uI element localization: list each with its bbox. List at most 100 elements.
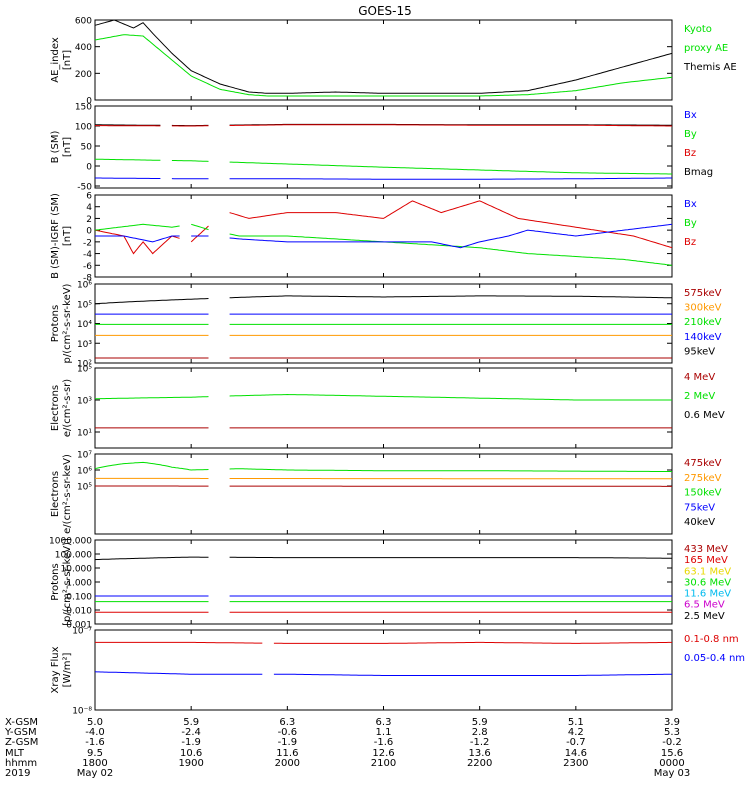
legend-label: Themis AE <box>683 62 737 73</box>
legend-label: 210keV <box>684 317 722 328</box>
series-line-by <box>95 159 672 174</box>
y-label-units-ae: [nT] <box>62 50 73 70</box>
y-label-units-elec1: e/(cm²-s-sr) <box>62 379 73 437</box>
y-tick-label-ae: 600 <box>75 17 92 27</box>
x-axis-value: 1900 <box>178 758 203 769</box>
series-line-0-1-0-8-nm <box>95 642 672 643</box>
legend-label: 63.1 MeV <box>684 566 731 577</box>
y-label-units-prot2: [p/(cm²-s-sr-keV)] <box>62 538 73 626</box>
y-tick-label-elec2: 10⁵ <box>77 483 92 493</box>
x-axis-value: -0.7 <box>566 737 586 748</box>
y-tick-label-elec2: 10⁶ <box>77 467 92 477</box>
legend-label: Bz <box>684 237 696 248</box>
series-line-2-mev <box>95 395 672 401</box>
y-tick-label-bigrf: -4 <box>83 250 92 260</box>
legend-label: 0.05-0.4 nm <box>684 653 745 664</box>
y-tick-label-bigrf: 4 <box>86 203 92 213</box>
y-tick-label-elec1: 10³ <box>77 397 92 407</box>
plot-title: GOES-15 <box>358 4 412 18</box>
series-line-95kev <box>95 296 672 304</box>
y-label-units-xray: [W/m²] <box>62 652 73 687</box>
x-axis-value: -1.2 <box>470 737 490 748</box>
panel-frame-elec1 <box>95 368 672 448</box>
legend-label: 433 MeV <box>684 544 728 555</box>
legend-label: 300keV <box>684 303 722 314</box>
legend-label: Bmag <box>684 167 713 178</box>
x-axis-value: May 02 <box>77 768 114 779</box>
y-tick-label-bsm: 150 <box>75 103 92 113</box>
legend-label: 2.5 MeV <box>684 611 725 622</box>
y-label-bsm: B (SM) <box>50 130 61 163</box>
series-line-bx <box>95 178 672 179</box>
y-label-xray: Xray Flux <box>50 646 61 693</box>
y-label-prot1: Protons <box>50 305 61 342</box>
x-axis-value: 2200 <box>467 758 492 769</box>
y-tick-label-elec1: 10¹ <box>77 429 92 439</box>
series-line-150kev <box>95 462 672 471</box>
legend-label: 275keV <box>684 473 722 484</box>
y-label-bigrf: B (SM)-IGRF (SM) <box>50 193 61 279</box>
y-tick-label-elec1: 10⁵ <box>77 365 92 375</box>
y-label-elec1: Electrons <box>50 385 61 431</box>
legend-label: 0.6 MeV <box>684 410 725 421</box>
legend-label: Bz <box>684 148 696 159</box>
legend-label: 75keV <box>684 502 715 513</box>
legend-label: proxy AE <box>684 43 728 54</box>
x-axis-value: 2000 <box>275 758 300 769</box>
y-tick-label-bigrf: -6 <box>83 262 92 272</box>
y-label-elec2: Electrons <box>50 471 61 517</box>
y-tick-label-bigrf: 2 <box>86 215 92 225</box>
y-label-units-elec2: e/(cm²-s-sr-keV) <box>62 454 73 534</box>
y-tick-label-bigrf: -2 <box>83 238 92 248</box>
series-line-433-mev <box>95 557 672 560</box>
legend-label: 475keV <box>684 458 722 469</box>
legend-label: 95keV <box>684 346 715 357</box>
y-tick-label-bsm: 0 <box>86 163 92 173</box>
legend-label: 30.6 MeV <box>684 577 731 588</box>
y-label-units-bigrf: [nT] <box>62 226 73 246</box>
x-axis-value: -1.6 <box>85 737 105 748</box>
y-tick-label-elec2: 10⁷ <box>77 451 92 461</box>
x-axis-value: 2300 <box>563 758 588 769</box>
y-tick-label-ae: 200 <box>75 70 92 80</box>
y-tick-label-prot1: 10⁶ <box>77 281 92 291</box>
legend-label: 40keV <box>684 517 715 528</box>
y-tick-label-bsm: 100 <box>75 123 92 133</box>
legend-label: 165 MeV <box>684 555 728 566</box>
series-line-bz <box>95 201 672 254</box>
x-axis-value: May 03 <box>654 768 691 779</box>
legend-label: 0.1-0.8 nm <box>684 634 739 645</box>
x-row-label: 2019 <box>5 768 30 779</box>
legend-label: Kyoto <box>684 24 712 35</box>
y-tick-label-bigrf: 0 <box>86 227 92 237</box>
y-label-prot2: Protons <box>50 563 61 600</box>
x-axis-value: -1.9 <box>278 737 298 748</box>
panel-frame-elec2 <box>95 454 672 534</box>
y-tick-label-bsm: 50 <box>81 143 93 153</box>
legend-label: By <box>684 218 697 229</box>
y-tick-label-xray: 10⁻⁸ <box>72 707 92 717</box>
x-axis-value: -1.6 <box>374 737 394 748</box>
y-label-ae: AE_index <box>50 37 61 83</box>
x-axis-value: -0.2 <box>662 737 682 748</box>
y-tick-label-prot2: 100.000 <box>55 551 92 561</box>
series-line-bx <box>95 224 672 247</box>
legend-label: 575keV <box>684 288 722 299</box>
y-tick-label-prot1: 10³ <box>77 340 92 350</box>
series-line-themis-ae <box>95 20 672 93</box>
x-row-label: Z-GSM <box>5 737 38 748</box>
panel-frame-prot2 <box>95 540 672 624</box>
y-tick-label-prot1: 10⁴ <box>77 320 92 330</box>
y-tick-label-ae: 400 <box>75 43 92 53</box>
panel-frame-bigrf <box>95 195 672 277</box>
legend-label: 2 MeV <box>684 391 715 402</box>
legend-label: By <box>684 129 697 140</box>
y-label-units-bsm: [nT] <box>62 137 73 157</box>
legend-label: 4 MeV <box>684 372 715 383</box>
x-axis-value: -1.9 <box>181 737 201 748</box>
y-tick-label-prot1: 10⁵ <box>77 300 92 310</box>
legend-label: Bx <box>684 110 697 121</box>
y-label-units-prot1: p/(cm²-s-sr-keV) <box>62 283 73 363</box>
